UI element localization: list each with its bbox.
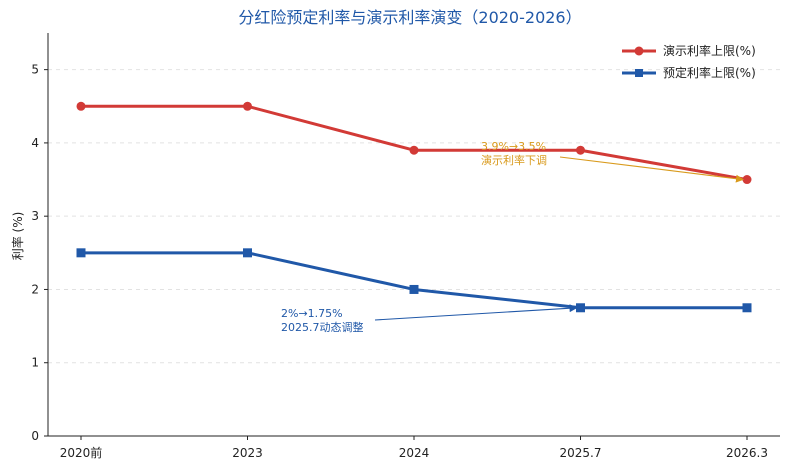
annotation-text: 2%→1.75% [281,307,343,320]
y-tick-label: 2 [31,282,39,296]
y-tick-label: 5 [31,63,39,77]
data-point [576,303,585,313]
chart-title: 分红险预定利率与演示利率演变（2020-2026） [238,8,581,27]
annotation-arrow [559,156,744,183]
legend-swatch-marker [634,46,644,56]
x-tick-label: 2020前 [60,445,103,460]
series-line [81,104,748,182]
x-tick-label: 2024 [399,446,430,460]
x-tick-label: 2026.3 [726,446,768,460]
annotation-arrow [374,304,578,321]
series-line [81,251,747,310]
data-point [243,101,252,111]
y-ticks: 0 1 2 3 4 5 [31,63,48,443]
y-tick-label: 0 [31,429,39,443]
annotation-text: 2025.7动态调整 [281,320,364,334]
data-point [76,101,86,111]
data-point [409,145,419,155]
legend-label: 演示利率上限(%) [663,43,756,58]
annotation-text: 演示利率下调 [481,153,547,167]
legend-swatch-marker [635,69,643,77]
x-tick-label: 2025.7 [560,446,602,460]
data-point [576,145,585,155]
y-axis-label: 利率 (%) [10,212,25,261]
annotation-text: 3.9%→3.5% [481,140,546,153]
x-tick-label: 2023 [232,446,263,460]
gridlines [48,69,780,364]
y-tick-label: 4 [31,136,39,150]
data-point [76,248,86,258]
y-tick-label: 3 [31,209,39,223]
data-point [742,175,752,185]
data-point [742,303,752,313]
y-tick-label: 1 [31,356,39,370]
legend-label: 预定利率上限(%) [663,65,756,80]
data-point [409,284,419,294]
annotations: 3.9%→3.5%演示利率下调 2%→1.75%2025.7动态调整 [281,140,744,334]
data-point [243,248,252,258]
x-ticks: 2020前 2023 2024 2025.7 2026.3 [60,436,768,460]
series-layer [76,101,752,313]
legend: 演示利率上限(%) 预定利率上限(%) [622,43,756,80]
